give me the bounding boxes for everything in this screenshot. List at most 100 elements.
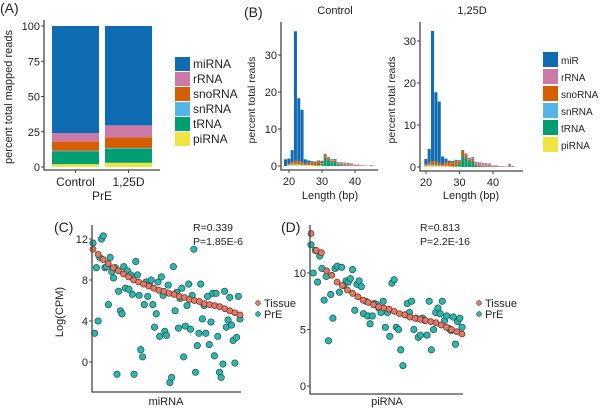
bar-segment-rrna: [360, 165, 363, 166]
point-pre: [411, 326, 417, 332]
bar-segment-snorna: [428, 162, 431, 164]
bar-segment-snorna: [52, 142, 99, 151]
bar-segment-snorna: [468, 160, 471, 162]
bar-segment-rrna: [498, 166, 501, 167]
x-tick-label: 40: [487, 177, 499, 189]
legend-swatch-rrna: [543, 69, 558, 84]
bar-segment-trna: [105, 149, 152, 163]
bar-segment-snorna: [287, 163, 290, 164]
point-pre: [349, 266, 355, 272]
point-tissue: [324, 268, 330, 274]
bar-segment-snorna: [475, 164, 478, 165]
bar-segment-trna: [475, 166, 478, 167]
bar-segment-snorna: [310, 162, 313, 165]
y-b-tick-label: 20: [265, 87, 277, 99]
bar-segment-rrna: [488, 164, 491, 166]
bar-segment-trna: [334, 162, 337, 166]
point-pre: [338, 264, 344, 270]
bar-segment-trna: [337, 165, 340, 166]
x-tick-label: 30: [316, 176, 328, 188]
bar-segment-mir: [301, 110, 304, 163]
bar-segment-rrna: [347, 163, 350, 165]
y-scatter-tick-label: 5: [300, 325, 306, 337]
point-tissue: [355, 294, 361, 300]
point-tissue: [339, 282, 345, 288]
bar-segment-snrna: [105, 148, 152, 149]
bar-segment-snorna: [431, 161, 434, 164]
legend-swatch-mirna: [175, 57, 190, 71]
annotation-p-d: P=2.2E-16: [420, 236, 470, 248]
bar-segment-pirna: [448, 166, 451, 167]
x-axis-label-a: PrE: [92, 189, 112, 203]
legend-swatch-mir: [543, 52, 558, 67]
legend-label-snrna: snRNA: [193, 102, 231, 116]
bar-segment-trna: [320, 164, 323, 166]
bar-segment-mir: [458, 160, 461, 161]
bar-segment-snrna: [424, 165, 427, 166]
bar-segment-snorna: [448, 162, 451, 166]
point-pre: [150, 301, 156, 307]
bar-segment-snrna: [287, 165, 290, 166]
bar-segment-trna: [454, 165, 457, 167]
bar-segment-snorna: [105, 137, 152, 148]
legend-swatch-pirna: [175, 132, 190, 146]
point-pre: [213, 290, 219, 296]
bar-segment-snorna: [301, 162, 304, 164]
legend-label-snrna: snRNA: [561, 107, 593, 118]
point-pre: [367, 321, 373, 327]
bar-segment-trna: [471, 161, 474, 167]
bar-segment-mir: [451, 161, 454, 162]
point-pre: [180, 354, 186, 360]
bar-segment-rrna: [52, 133, 99, 141]
y-a-tick-label: 50: [28, 92, 40, 104]
y-scatter-tick-label: 0: [300, 381, 306, 393]
x-axis-label-b-125d: Length (bp): [443, 190, 499, 202]
point-pre: [95, 318, 101, 324]
annotation-r-d: R=0.813: [420, 222, 460, 234]
bar-segment-pirna: [294, 165, 297, 166]
x-tick-label: 20: [420, 177, 432, 189]
bar-segment-trna: [330, 162, 333, 166]
bar-segment-snrna: [291, 164, 294, 165]
point-pre: [215, 333, 221, 339]
bar-segment-snorna: [424, 164, 427, 165]
bar-segment-rrna: [511, 166, 514, 167]
bar-segment-mir: [454, 160, 457, 161]
point-pre: [398, 347, 404, 353]
point-pre: [439, 298, 445, 304]
point-pre: [459, 324, 465, 330]
bar-segment-snrna: [428, 164, 431, 165]
point-pre: [325, 338, 331, 344]
bar-segment-pirna: [105, 163, 152, 167]
y-axis-label-a: percent total mapped reads: [3, 30, 15, 164]
y-b-tick-label: 10: [404, 120, 416, 132]
bar-segment-mirna: [105, 26, 152, 125]
bar-segment-mir: [431, 31, 434, 161]
point-pre: [196, 330, 202, 336]
bar-segment-pirna: [52, 164, 99, 167]
bar-segment-mir: [461, 150, 464, 151]
bar-segment-rrna: [337, 162, 340, 163]
point-pre: [93, 265, 99, 271]
legend-label-snorna: snoRNA: [561, 90, 599, 101]
y-a-tick-label: 25: [28, 127, 40, 139]
x-axis-label-c: miRNA: [149, 396, 184, 408]
bar-segment-rrna: [327, 158, 330, 159]
y-a-tick-label: 75: [28, 56, 40, 68]
legend-label-pirna: piRNA: [561, 141, 590, 152]
bar-segment-rrna: [363, 165, 366, 166]
x-tick-label: Control: [56, 175, 95, 189]
panel-label-b: (B): [244, 4, 263, 20]
bar-segment-trna: [468, 162, 471, 167]
y-b-tick-label: 0: [271, 161, 277, 173]
point-pre: [141, 301, 147, 307]
legend-label-rrna: rRNA: [193, 72, 222, 86]
bar-segment-snorna: [471, 159, 474, 161]
bar-segment-trna: [317, 165, 320, 166]
x-axis-label-b-control: Length (bp): [302, 190, 358, 202]
point-pre: [336, 289, 342, 295]
point-pre: [221, 288, 227, 294]
point-pre: [208, 319, 214, 325]
